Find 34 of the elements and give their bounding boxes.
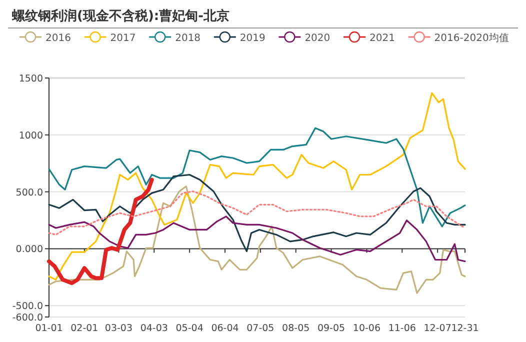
line-series: [48, 186, 466, 294]
legend-label: 2021: [370, 33, 395, 44]
y-tick-label: 1500: [18, 74, 43, 84]
x-tick-label: 05-04: [176, 323, 204, 334]
y-tick-label: 0.000: [16, 244, 43, 256]
legend-label: 2019: [240, 33, 266, 44]
legend-label: 2018: [175, 33, 201, 44]
chart-title: 螺纹钢利润(现金不含税):曹妃甸-北京: [11, 8, 230, 24]
legend-label: 2016: [46, 33, 71, 44]
y-tick-label: -500.0: [12, 301, 43, 312]
x-tick-label: 06-04: [211, 323, 239, 334]
y-tick-label: 500.0: [16, 187, 43, 198]
x-tick-label: 11-06: [388, 323, 416, 334]
x-tick-label: 02-01: [70, 323, 98, 334]
legend-label: 2016-2020均值: [434, 32, 509, 44]
x-tick-label: 01-01: [35, 323, 63, 334]
x-tick-label: 12-07: [424, 323, 452, 334]
y-tick-label: -600.0: [12, 312, 43, 324]
x-tick-label: 09-05: [317, 323, 346, 334]
line-series: [48, 190, 466, 236]
x-tick-label: 12-31: [451, 323, 479, 334]
x-tick-label: 08-05: [282, 323, 310, 334]
line-series: [48, 92, 466, 280]
y-tick-label: 1000: [18, 130, 43, 142]
x-tick-label: 03-03: [104, 323, 133, 334]
line-series: [47, 178, 154, 286]
line-series: [48, 127, 466, 228]
x-tick-label: 04-03: [140, 323, 168, 334]
x-tick-label: 07-05: [246, 323, 274, 334]
line-series: [48, 174, 466, 252]
legend-label: 2017: [110, 33, 136, 44]
x-tick-label: 10-06: [352, 323, 381, 334]
legend-label: 2020: [304, 33, 330, 44]
line-series: [48, 216, 466, 262]
